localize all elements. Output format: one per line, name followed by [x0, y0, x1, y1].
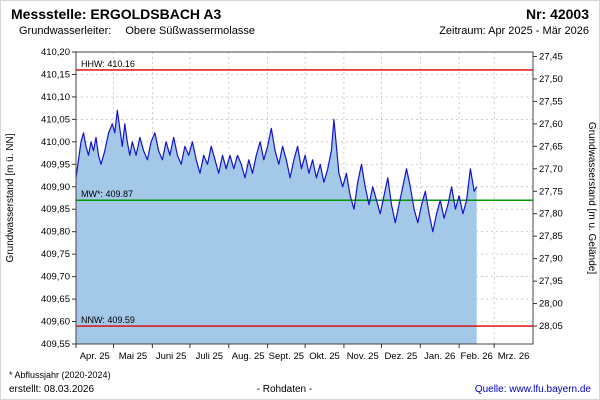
created-date: erstellt: 08.03.2026 — [9, 384, 95, 395]
y-axis-right-title: Grundwasserstand [m u. Gelände] — [586, 122, 597, 275]
station-number: Nr: 42003 — [525, 6, 589, 22]
y-axis-left-title: Grundwasserstand [m ü. NN] — [5, 133, 16, 262]
y-right-tick-label: 28,00 — [539, 299, 563, 310]
data-type-label: - Rohdaten - — [256, 384, 313, 395]
groundwater-area-fill — [76, 110, 477, 345]
mw-label: MW*: 409.87 — [81, 189, 133, 199]
period-label: Zeitraum: Apr 2025 - Mär 2026 — [439, 25, 589, 37]
aquifer-label: Grundwasserleiter: — [19, 25, 112, 37]
header-row-2: Grundwasserleiter: Obere Süßwassermolasse… — [1, 22, 599, 37]
y-right-tick-label: 27,55 — [539, 96, 563, 107]
x-tick-label: Nov. 25 — [347, 351, 379, 362]
footnote-abflussjahr: * Abflussjahr (2020-2024) — [9, 370, 111, 380]
x-tick-label: Sept. 25 — [269, 351, 304, 362]
y-left-tick-label: 409,70 — [41, 272, 70, 283]
y-left-tick-label: 409,90 — [41, 182, 70, 193]
header-row-1: Messstelle: ERGOLDSBACH A3 Nr: 42003 — [1, 1, 599, 22]
y-left-tick-label: 409,80 — [41, 227, 70, 238]
nnw-label: NNW: 409.59 — [81, 315, 135, 325]
y-left-tick-label: 410,15 — [41, 69, 70, 80]
x-tick-label: Feb. 26 — [461, 351, 493, 362]
y-left-tick-label: 410,20 — [41, 47, 70, 58]
x-tick-label: Mai 25 — [119, 351, 148, 362]
y-left-tick-label: 410,00 — [41, 137, 70, 148]
y-left-tick-label: 410,10 — [41, 92, 70, 103]
x-tick-label: Jan. 26 — [424, 351, 455, 362]
y-left-tick-label: 409,65 — [41, 294, 70, 305]
x-tick-label: Apr. 25 — [80, 351, 110, 362]
x-tick-label: Dez. 25 — [385, 351, 418, 362]
y-left-tick-label: 409,60 — [41, 317, 70, 328]
groundwater-line — [75, 109, 478, 233]
y-right-tick-label: 27,75 — [539, 186, 563, 197]
y-right-tick-label: 27,60 — [539, 119, 563, 130]
x-tick-label: Mrz. 26 — [498, 351, 530, 362]
y-right-tick-label: 27,65 — [539, 141, 563, 152]
plot-border — [75, 51, 534, 345]
x-tick-label: Aug. 25 — [232, 351, 265, 362]
y-left-tick-label: 410,05 — [41, 114, 70, 125]
y-right-tick-label: 27,45 — [539, 51, 563, 62]
footer-row: erstellt: 08.03.2026 - Rohdaten - Quelle… — [1, 384, 599, 395]
y-left-tick-label: 409,75 — [41, 249, 70, 260]
y-right-tick-label: 27,70 — [539, 164, 563, 175]
groundwater-chart: 410,20 410,15 410,10 410,05 410,00 409,95 409,… — [5, 47, 597, 362]
source-link[interactable]: Quelle: www.lfu.bayern.de — [474, 384, 591, 395]
station-title: Messstelle: ERGOLDSBACH A3 — [11, 6, 222, 22]
y-right-tick-label: 27,85 — [539, 231, 563, 242]
hhw-label: HHW: 410.16 — [81, 59, 135, 69]
x-tick-label: Juni 25 — [156, 351, 187, 362]
y-left-tick-label: 409,55 — [41, 339, 70, 350]
y-right-tick-label: 27,80 — [539, 209, 563, 220]
y-right-tick-label: 27,50 — [539, 74, 563, 85]
y-right-tick-label: 27,95 — [539, 276, 563, 287]
y-left-tick-label: 409,85 — [41, 204, 70, 215]
x-tick-label: Juli 25 — [196, 351, 223, 362]
y-right-tick-label: 27,90 — [539, 254, 563, 265]
aquifer-value: Obere Süßwassermolasse — [125, 25, 255, 37]
x-tick-label: Okt. 25 — [309, 351, 340, 362]
y-left-tick-label: 409,95 — [41, 159, 70, 170]
aquifer: Grundwasserleiter: Obere Süßwassermolasse — [19, 25, 255, 37]
y-right-tick-label: 28,05 — [539, 321, 563, 332]
